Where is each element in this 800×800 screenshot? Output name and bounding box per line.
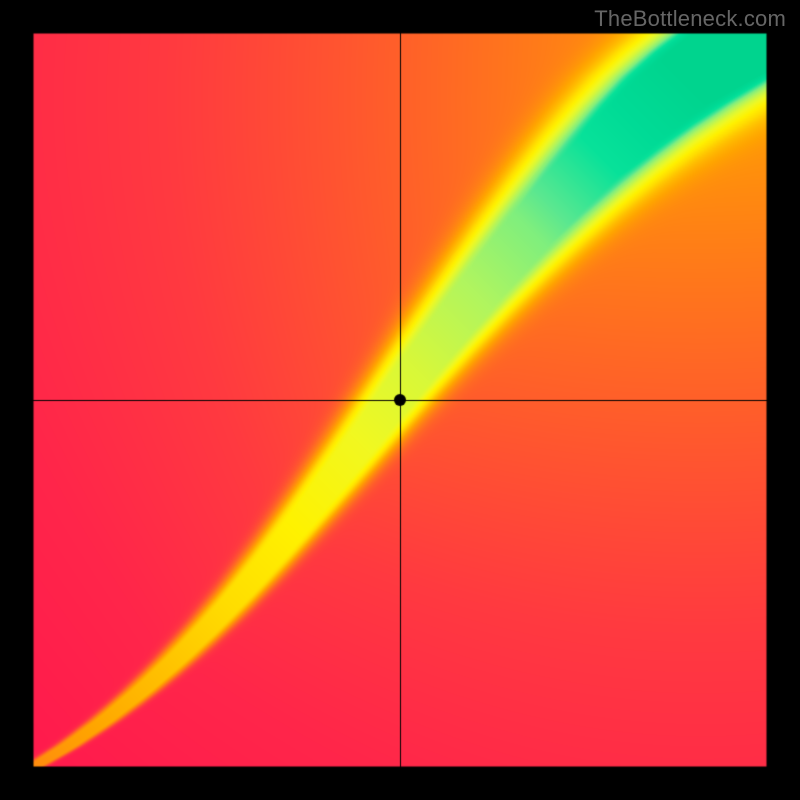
bottleneck-heatmap (0, 0, 800, 800)
chart-container: TheBottleneck.com (0, 0, 800, 800)
watermark-text: TheBottleneck.com (594, 6, 786, 32)
